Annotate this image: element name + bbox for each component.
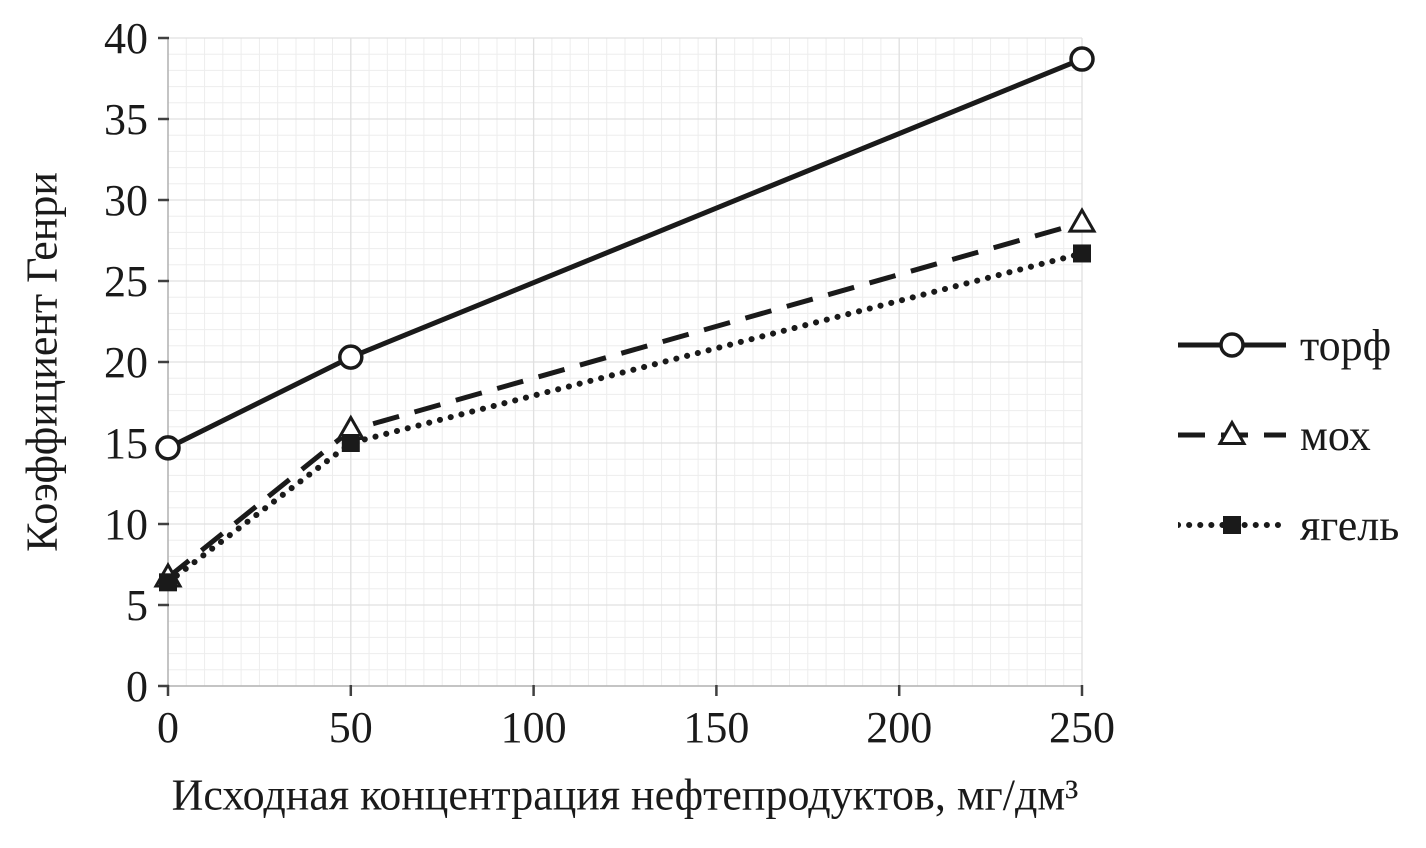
series-line-ягель [165,250,1085,586]
x-tick-label: 50 [329,703,373,752]
series-markers-ягель [159,244,1091,592]
x-tick-label: 250 [1049,703,1115,752]
legend: торф мох ягель [1178,320,1399,550]
x-tick-label: 0 [157,703,179,752]
y-tick-label: 40 [104,14,148,63]
x-tick-label: 150 [683,703,749,752]
legend-item-ягель: ягель [1178,500,1399,550]
y-axis-title: Коэффициент Генри [17,172,67,552]
legend-item-торф: торф [1178,320,1399,370]
series-markers-торф [155,46,1095,461]
legend-line-sample-solid [1178,332,1286,358]
legend-label: мох [1300,410,1371,460]
x-tick-label: 200 [866,703,932,752]
y-tick-label: 30 [104,176,148,225]
y-tick-label: 10 [104,500,148,549]
legend-item-мох: мох [1178,410,1399,460]
y-tick-label: 35 [104,95,148,144]
legend-line-sample-dashed [1178,419,1286,445]
y-tick-label: 20 [104,338,148,387]
y-tick-label: 5 [126,581,148,630]
x-axis-title: Исходная концентрация нефтепродуктов, мг… [171,770,1079,820]
x-tick-label: 100 [501,703,567,752]
y-tick-label: 15 [104,419,148,468]
legend-label: торф [1300,320,1392,370]
y-tick-label: 0 [126,662,148,711]
legend-label: ягель [1300,500,1400,550]
y-tick-label: 25 [104,257,148,306]
legend-line-sample-dotted [1178,516,1286,534]
